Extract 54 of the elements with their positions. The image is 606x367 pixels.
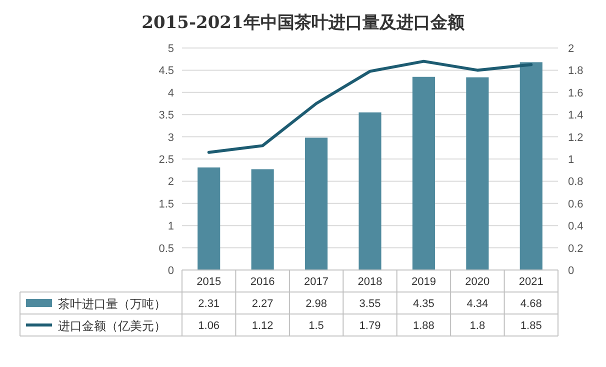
- legend-label: 茶叶进口量（万吨）: [58, 297, 166, 311]
- y2-tick-label: 1.4: [568, 110, 584, 122]
- bar: [466, 77, 489, 270]
- data-label: 2.98: [306, 298, 327, 310]
- y2-tick-label: 2: [568, 43, 574, 55]
- y2-tick-label: 0: [568, 265, 574, 277]
- y-tick-label: 1: [168, 220, 174, 233]
- bar: [412, 76, 435, 270]
- bar: [198, 167, 220, 270]
- y-tick-label: 4: [168, 87, 174, 100]
- data-label: 1.06: [198, 320, 220, 332]
- y-tick-label: 4.5: [158, 65, 174, 78]
- y-tick-label: 0: [168, 265, 174, 277]
- data-label: 4.68: [520, 298, 542, 310]
- data-label: 1.12: [252, 320, 274, 332]
- x-tick-label: 2020: [465, 276, 490, 288]
- line-series: [207, 60, 533, 154]
- y-tick-label: 2.5: [158, 154, 174, 166]
- data-label: 4.35: [413, 298, 434, 310]
- x-tick-label: 2016: [250, 276, 275, 288]
- y2-tick-label: 1.8: [568, 65, 584, 78]
- y2-tick-label: 0.8: [568, 176, 584, 188]
- data-label: 1.79: [359, 320, 381, 332]
- x-tick-label: 2015: [196, 276, 222, 288]
- data-label: 1.85: [520, 320, 542, 332]
- x-tick-label: 2017: [304, 276, 329, 288]
- y2-tick-label: 0.4: [568, 220, 584, 233]
- x-tick-label: 2019: [411, 276, 436, 288]
- bar: [251, 169, 274, 270]
- x-tick-label: 2021: [518, 276, 544, 288]
- y2-tick-label: 1.6: [568, 87, 584, 100]
- bar: [520, 62, 542, 270]
- data-label: 4.34: [466, 298, 488, 310]
- bar: [305, 138, 328, 270]
- data-label: 2.27: [252, 298, 274, 310]
- legend-label: 进口金额（亿美元）: [58, 319, 166, 333]
- y-tick-label: 5: [168, 43, 174, 55]
- y-tick-label: 3: [168, 132, 174, 144]
- data-label: 1.88: [413, 320, 434, 332]
- data-label: 2.31: [198, 298, 220, 310]
- bar: [358, 112, 382, 270]
- chart-title: 2015-2021年中国茶叶进口量及进口金额: [142, 13, 466, 33]
- data-label: 1.8: [470, 320, 486, 332]
- y2-tick-label: 0.2: [568, 242, 584, 255]
- y2-tick-label: 1: [568, 154, 574, 166]
- data-label: 3.55: [359, 298, 381, 310]
- data-label: 1.5: [308, 320, 324, 332]
- y-tick-label: 0.5: [158, 242, 174, 255]
- y-tick-label: 2: [168, 176, 174, 188]
- y-tick-label: 1.5: [158, 198, 174, 210]
- x-tick-label: 2018: [358, 276, 382, 288]
- y2-tick-label: 1.2: [568, 132, 584, 144]
- y-tick-label: 3.5: [158, 110, 174, 122]
- y2-tick-label: 0.6: [568, 198, 584, 210]
